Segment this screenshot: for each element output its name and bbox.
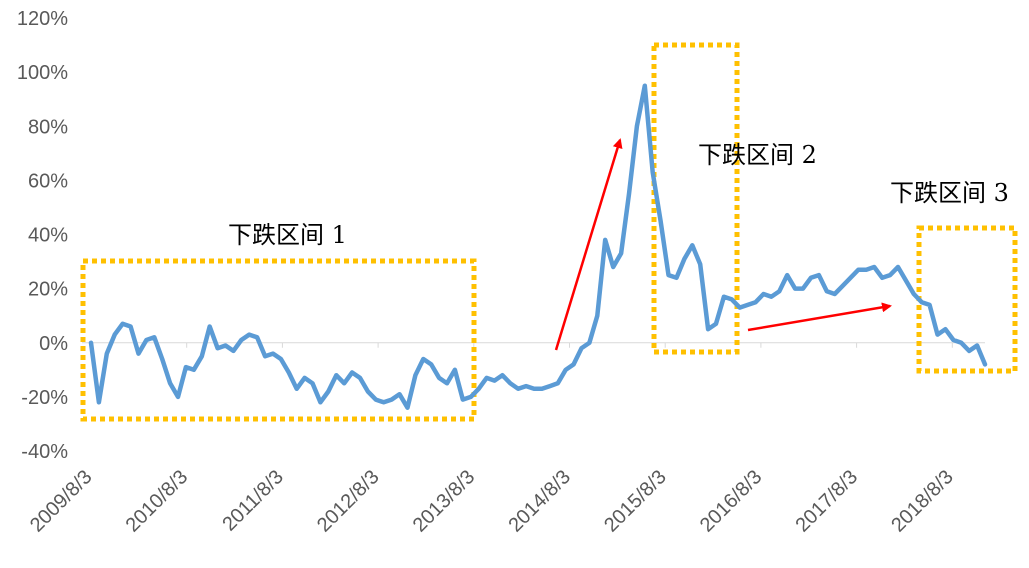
y-tick-label: -40%: [21, 441, 68, 463]
x-tick-label: 2012/8/3: [313, 466, 384, 537]
annotations: 下跌区间 1 下跌区间 2 下跌区间 3: [228, 141, 1009, 249]
series-line: [88, 83, 988, 410]
y-tick-label: 0%: [39, 333, 68, 355]
annotation-range-2: 下跌区间 2: [698, 141, 817, 169]
y-tick-label: -20%: [21, 387, 68, 409]
trend-arrow-2: [747, 302, 892, 332]
x-tick-label: 2015/8/3: [600, 466, 671, 537]
y-tick-label: 20%: [28, 279, 68, 301]
annotation-range-1: 下跌区间 1: [228, 221, 347, 249]
x-tick-label: 2010/8/3: [122, 466, 193, 537]
x-tick-label: 2013/8/3: [409, 466, 480, 537]
highlight-box-2: [651, 42, 740, 355]
x-tick-label: 2011/8/3: [218, 466, 288, 536]
trend-arrow-1: [554, 138, 623, 351]
y-tick-label: 40%: [28, 225, 68, 247]
highlight-boxes: [80, 42, 1018, 422]
highlight-box-1: [80, 258, 477, 422]
y-axis-tick-labels: -40% -20% 0% 20% 40% 60% 80% 100% 120%: [17, 8, 68, 463]
y-tick-label: 120%: [17, 8, 68, 30]
x-tick-label: 2009/8/3: [26, 466, 97, 537]
y-tick-label: 80%: [28, 116, 68, 138]
x-tick-label: 2017/8/3: [792, 466, 863, 537]
x-tick-label: 2016/8/3: [696, 466, 767, 537]
y-tick-label: 100%: [17, 62, 68, 84]
y-tick-label: 60%: [28, 170, 68, 192]
trend-arrows: [554, 138, 892, 351]
x-tick-label: 2018/8/3: [887, 466, 958, 537]
x-tick-label: 2014/8/3: [504, 466, 575, 537]
annotation-range-3: 下跌区间 3: [890, 179, 1009, 207]
